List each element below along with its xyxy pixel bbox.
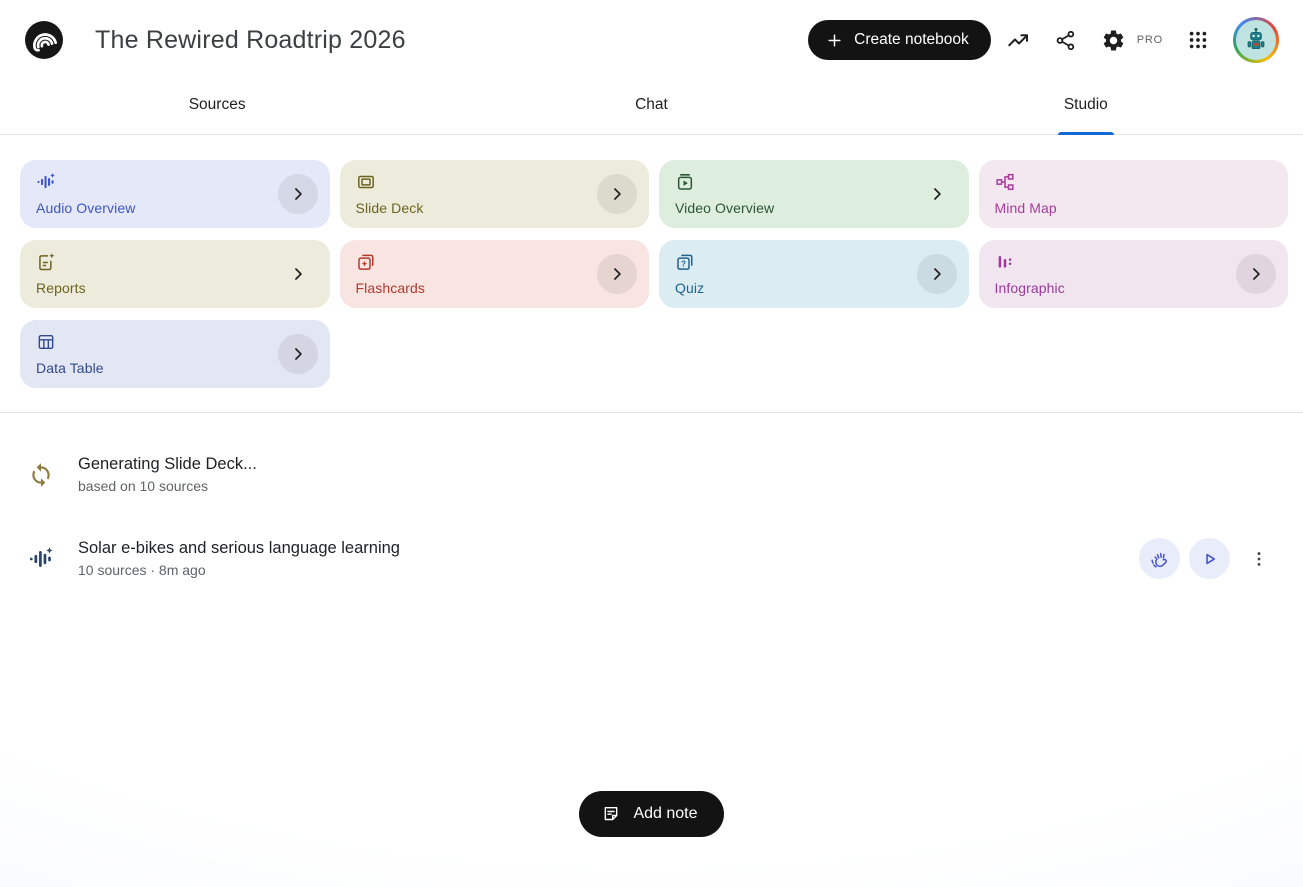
add-note-label: Add note bbox=[633, 805, 698, 822]
notebooklm-logo-icon[interactable] bbox=[24, 20, 64, 60]
tab-sources-label: Sources bbox=[188, 96, 246, 113]
tile-infographic[interactable]: Infographic bbox=[978, 240, 1288, 308]
open-quiz-button[interactable] bbox=[916, 254, 957, 294]
tile-reports[interactable]: Reports bbox=[20, 240, 330, 308]
open-video-overview-button[interactable] bbox=[917, 174, 957, 214]
notebook-title[interactable]: The Rewired Roadtrip 2026 bbox=[95, 25, 406, 54]
audio-waveform-sparkle-icon bbox=[37, 173, 55, 189]
studio-tile-grid: Audio Overview Slide Deck Video Overview bbox=[0, 135, 1303, 388]
artifact-more-menu-button[interactable] bbox=[1239, 539, 1279, 579]
top-app-bar: The Rewired Roadtrip 2026 Create noteboo… bbox=[0, 0, 1303, 80]
avatar[interactable] bbox=[1233, 17, 1279, 63]
tile-quiz[interactable]: ? Quiz bbox=[659, 240, 969, 308]
share-button[interactable] bbox=[1045, 19, 1087, 61]
report-sparkle-icon bbox=[39, 253, 55, 271]
chevron-right-icon bbox=[294, 268, 302, 280]
tile-label: Reports bbox=[36, 280, 86, 296]
artifact-text: Generating Slide Deck... based on 10 sou… bbox=[78, 455, 257, 494]
quiz-question-cards-icon: ? bbox=[677, 254, 693, 270]
tab-studio-label: Studio bbox=[1063, 96, 1108, 113]
tile-mind-map[interactable]: Mind Map bbox=[978, 160, 1288, 228]
chevron-right-icon bbox=[1253, 268, 1260, 280]
tile-label: Video Overview bbox=[675, 200, 775, 216]
panel-tabs: Sources Chat Studio bbox=[0, 80, 1303, 135]
tile-label: Audio Overview bbox=[36, 200, 136, 216]
artifact-title: Solar e-bikes and serious language learn… bbox=[78, 539, 400, 557]
chevron-right-icon bbox=[614, 268, 621, 280]
trending-up-icon bbox=[1008, 34, 1028, 47]
tab-studio[interactable]: Studio bbox=[869, 80, 1303, 135]
note-icon bbox=[605, 806, 618, 821]
wave-hand-icon bbox=[1150, 552, 1167, 568]
tile-label: Infographic bbox=[994, 280, 1065, 296]
settings-button[interactable] bbox=[1093, 19, 1135, 61]
artifact-subtitle: based on 10 sources bbox=[78, 478, 208, 494]
tile-flashcards[interactable]: Flashcards bbox=[339, 240, 649, 308]
tile-label: Mind Map bbox=[994, 200, 1057, 216]
footer-actions: Add note bbox=[0, 791, 1303, 837]
plus-icon bbox=[828, 33, 841, 47]
open-reports-button[interactable] bbox=[278, 254, 318, 294]
share-icon bbox=[1056, 30, 1075, 50]
mind-map-icon bbox=[995, 173, 1014, 191]
data-table-icon bbox=[38, 334, 54, 350]
tile-data-table[interactable]: Data Table bbox=[20, 320, 330, 388]
create-notebook-label: Create notebook bbox=[854, 31, 969, 48]
audio-waveform-sparkle-icon bbox=[29, 546, 53, 567]
svg-text:?: ? bbox=[681, 260, 686, 269]
infographic-bars-icon bbox=[998, 256, 1011, 268]
chevron-right-icon bbox=[614, 188, 621, 200]
tab-sources[interactable]: Sources bbox=[0, 80, 434, 134]
open-infographic-button[interactable] bbox=[1236, 254, 1276, 294]
open-flashcards-button[interactable] bbox=[597, 254, 637, 294]
apps-grid-icon bbox=[1189, 31, 1207, 49]
add-note-button[interactable]: Add note bbox=[579, 791, 724, 837]
tile-label: Quiz bbox=[675, 280, 705, 296]
tile-label: Flashcards bbox=[355, 280, 425, 296]
artifact-subtitle: 10 sources · 8m ago bbox=[78, 562, 206, 578]
tab-chat-label: Chat bbox=[635, 96, 668, 113]
tile-video-overview[interactable]: Video Overview bbox=[659, 160, 969, 228]
open-audio-overview-button[interactable] bbox=[277, 174, 318, 214]
open-slide-deck-button[interactable] bbox=[597, 174, 637, 214]
play-icon bbox=[1205, 553, 1215, 564]
open-data-table-button[interactable] bbox=[277, 334, 318, 374]
flashcards-star-icon bbox=[357, 254, 373, 270]
tab-chat[interactable]: Chat bbox=[434, 80, 868, 134]
sync-progress-icon bbox=[32, 462, 50, 487]
tab-underline bbox=[1057, 132, 1114, 135]
avatar-robot-image bbox=[1236, 20, 1276, 60]
video-overview-icon bbox=[677, 174, 693, 190]
tile-label: Data Table bbox=[36, 360, 104, 376]
list-item-generating-slide-deck[interactable]: Generating Slide Deck... based on 10 sou… bbox=[28, 445, 1279, 504]
settings-gear-icon bbox=[1104, 30, 1124, 50]
artifact-title: Generating Slide Deck... bbox=[78, 455, 257, 473]
chevron-right-icon bbox=[933, 188, 941, 200]
tile-label: Slide Deck bbox=[355, 200, 424, 216]
chevron-right-icon bbox=[294, 348, 302, 360]
tile-slide-deck[interactable]: Slide Deck bbox=[339, 160, 649, 228]
list-item-audio-overview[interactable]: Solar e-bikes and serious language learn… bbox=[28, 528, 1279, 589]
kebab-menu-icon bbox=[1257, 551, 1261, 566]
google-apps-button[interactable] bbox=[1177, 19, 1219, 61]
artifact-actions bbox=[1139, 538, 1279, 579]
chevron-right-icon bbox=[933, 268, 941, 280]
chevron-right-icon bbox=[294, 188, 302, 200]
play-audio-button[interactable] bbox=[1189, 538, 1230, 579]
slide-deck-icon bbox=[357, 175, 374, 189]
artifact-list: Generating Slide Deck... based on 10 sou… bbox=[0, 413, 1303, 589]
tile-audio-overview[interactable]: Audio Overview bbox=[20, 160, 330, 228]
analytics-button[interactable] bbox=[997, 19, 1039, 61]
pro-badge: PRO bbox=[1136, 34, 1163, 46]
create-notebook-button[interactable]: Create notebook bbox=[808, 20, 991, 60]
artifact-text: Solar e-bikes and serious language learn… bbox=[78, 539, 400, 578]
section-divider bbox=[0, 412, 1303, 413]
interactive-mode-button[interactable] bbox=[1139, 538, 1180, 579]
